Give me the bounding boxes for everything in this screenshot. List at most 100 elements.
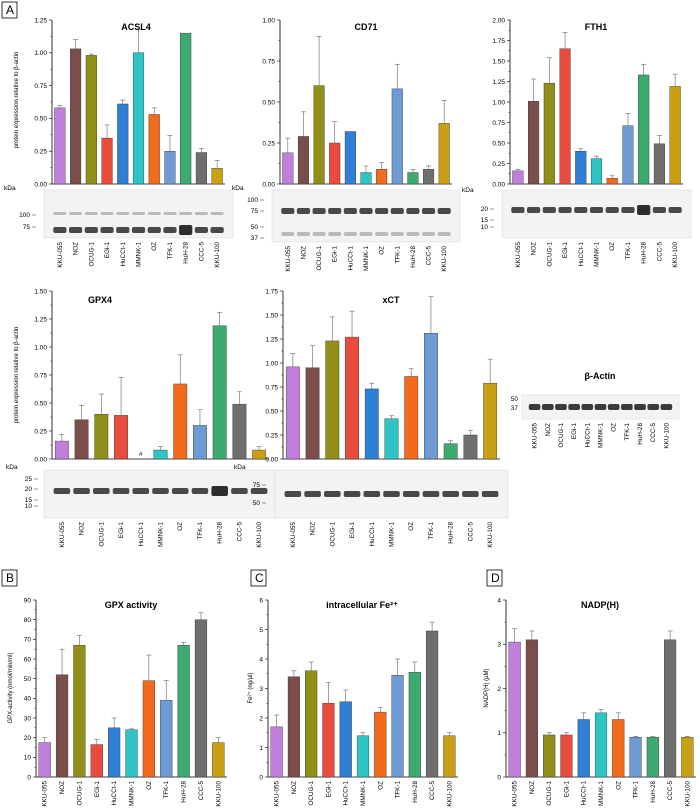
blot-band [621, 207, 635, 213]
blot-band [100, 227, 114, 233]
marker-label: 75 [253, 482, 261, 489]
marker-label: 37 [251, 235, 259, 242]
blot-band [179, 225, 193, 235]
blot-band [179, 212, 193, 215]
bar-oz [173, 383, 188, 460]
actin-band [621, 404, 633, 410]
bar-ocug-1 [543, 734, 556, 778]
blot-band [250, 488, 268, 494]
lane-label: OCUG-1 [88, 242, 95, 267]
blot-band [163, 227, 177, 233]
y-tick-label: 1.75 [265, 288, 278, 295]
blot-band [68, 227, 83, 233]
bar-tfk-1 [160, 700, 173, 778]
x-tick-label: KKU-100 [684, 781, 691, 807]
western-blot: kDa 75 50 KKU-055 NOZ OCUG-1 EGi-1 HuCCt-1 MMNK-… [234, 464, 509, 548]
x-tick-label: EGi-1 [563, 781, 570, 798]
bar-oz [606, 178, 618, 185]
x-tick-label: KKU-100 [446, 781, 453, 807]
panel-label-box [1, 569, 18, 587]
blot-band [100, 212, 114, 215]
blot-band [210, 212, 224, 215]
lane-label: KKU-100 [441, 246, 448, 272]
blot-band [194, 212, 209, 215]
y-tick-label: 1.00 [34, 344, 47, 351]
bar-ocug-1 [325, 340, 340, 460]
chart-title: GPX activity [105, 600, 158, 610]
bar-tfk-1 [391, 88, 403, 185]
blot-band [375, 232, 389, 236]
blot-band [462, 491, 479, 497]
chart-acsl4: 0.00 0.25 0.50 0.75 1.00 1.25 ACSL4 protein exp… [4, 17, 234, 268]
blot-band [328, 232, 342, 236]
actin-band [660, 404, 673, 410]
x-tick-label: MMNK-1 [129, 781, 136, 806]
bar-egi-1 [329, 142, 341, 185]
western-blot: kDa 100 75 KKU-055 NOZ OCUG-1 EGi-1 HuCCt-1 MMNK… [4, 185, 234, 268]
bar-oz [374, 711, 387, 778]
blot-band [402, 491, 420, 497]
bar-kku-100 [438, 123, 450, 185]
blot-band [442, 491, 459, 497]
x-tick-label: OZ [146, 781, 153, 790]
lane-label: EGi-1 [332, 246, 339, 263]
x-tick-label: CCC-5 [429, 781, 436, 801]
blot-band [194, 227, 209, 233]
blot-band [131, 212, 146, 215]
lane-label: KKU-100 [663, 423, 670, 449]
bar-mmnk-1 [356, 735, 370, 778]
lane-label: OZ [379, 246, 386, 255]
kda-label: kDa [6, 464, 18, 471]
bar-ccc-5 [423, 169, 435, 185]
blot-band [210, 227, 224, 233]
y-tick-label: 0.75 [34, 372, 47, 379]
marker-label: 10 [481, 224, 489, 231]
blot-band [147, 212, 161, 215]
bar-tfk-1 [391, 675, 404, 778]
panel-label-box [250, 569, 267, 587]
lane-label: TFK-1 [394, 246, 401, 264]
x-tick-label: EGi-1 [94, 781, 101, 798]
lane-label: MMNK-1 [158, 522, 165, 547]
lane-label: HuH-28 [183, 242, 190, 264]
bar-mmnk-1 [132, 52, 145, 185]
blot-band [406, 208, 420, 214]
bar-ccc-5 [194, 619, 208, 778]
bar-kku-055 [54, 107, 66, 185]
bar-huh-28 [443, 443, 458, 460]
annotation-mark: # [139, 451, 143, 458]
chart-title: NADP(H) [581, 600, 619, 610]
bar-tfk-1 [622, 125, 634, 185]
bar-huh-28 [638, 74, 650, 185]
blot-band [131, 227, 146, 233]
y-tick-label: 0.00 [492, 181, 505, 188]
lane-label: OCUG-1 [316, 246, 323, 271]
blot-band [343, 232, 357, 236]
lane-label: OZ [151, 242, 158, 251]
y-tick-label: 0.50 [265, 408, 278, 415]
chart-fe2: 0 1 2 3 4 5 6 intracellular Fe²⁺ Fe²⁺ (ng/µl) KKU… [247, 597, 458, 807]
blot-band [73, 488, 90, 494]
lane-label: HuH-28 [448, 522, 455, 544]
y-tick-label: 0.00 [34, 456, 47, 463]
bar-egi-1 [322, 703, 335, 778]
blot-band [542, 207, 556, 213]
y-tick-label: 0.25 [34, 428, 47, 435]
x-tick-label: TFK-1 [633, 781, 640, 799]
blot-band [304, 491, 321, 497]
actin-panel: β-Actin KKU-055 NOZ OCUG-1 EGi-1 HuCCt-1 MMNK-… [511, 371, 680, 449]
blot-band [324, 491, 341, 497]
y-axis-label: protein expression relative to β-actin [14, 327, 20, 424]
blot-band [132, 488, 150, 494]
y-tick-label: 1.00 [492, 99, 505, 106]
lane-label: TFK-1 [625, 242, 632, 260]
blot-band [312, 208, 326, 214]
bar-noz [297, 136, 309, 185]
blot-band [281, 208, 295, 214]
marker-label: 50 [511, 396, 519, 403]
blot-band [112, 488, 130, 494]
blot-band [296, 232, 311, 236]
bar-egi-1 [101, 137, 113, 185]
bar-kku-055 [54, 440, 69, 460]
